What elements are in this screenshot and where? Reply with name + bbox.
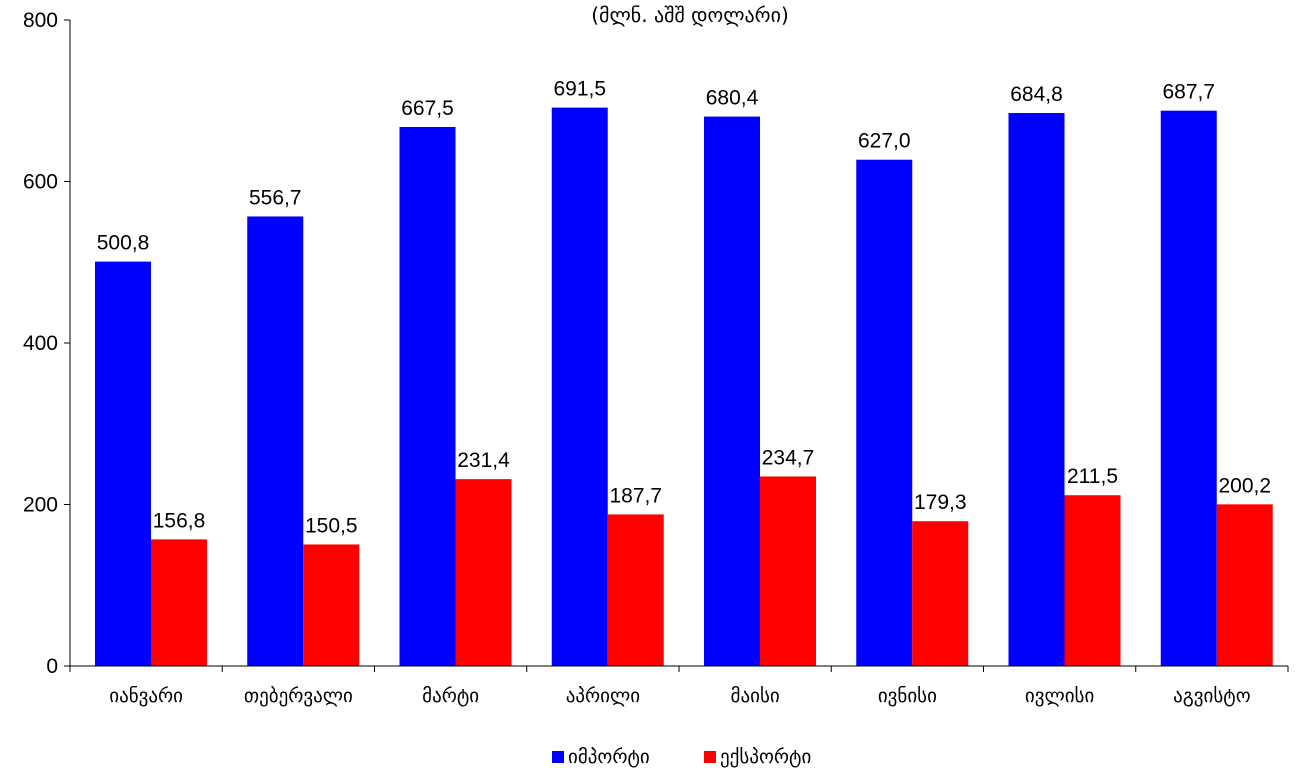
bar-export-7 (1216, 504, 1273, 666)
data-label-export-3: 187,7 (609, 484, 662, 507)
data-label-import-0: 500,8 (97, 232, 150, 255)
axes-group: 0 200 400 600 800 იანვარი თებერვალი მარტი აპრილი… (23, 9, 1289, 707)
bar-export-3 (607, 514, 664, 666)
bar-import-6 (1008, 113, 1065, 667)
data-label-import-3: 691,5 (553, 78, 606, 101)
bar-export-1 (303, 544, 360, 666)
bar-import-2 (399, 126, 456, 666)
data-label-import-4: 680,4 (706, 87, 759, 110)
bars-group: 500,8 556,7 667,5 691,5 680,4 627,0 684,8 687,7… (95, 78, 1273, 667)
data-label-export-1: 150,5 (305, 514, 358, 537)
bar-import-7 (1160, 110, 1217, 666)
data-label-export-0: 156,8 (153, 509, 206, 532)
category-label-4: მაისი (731, 685, 780, 707)
data-label-import-6: 684,8 (1010, 83, 1063, 106)
category-label-6: ივლისი (1025, 685, 1094, 707)
data-label-export-6: 211,5 (1067, 465, 1118, 488)
y-tick-label-3: 600 (23, 171, 58, 194)
data-label-export-2: 231,4 (457, 449, 510, 472)
category-label-0: იანვარი (109, 685, 183, 707)
bar-import-1 (247, 216, 304, 666)
category-label-7: აგვისტო (1173, 685, 1251, 707)
bar-import-0 (95, 261, 151, 666)
bar-import-5 (856, 159, 913, 666)
y-tick-label-0: 0 (46, 655, 58, 678)
legend-label-import: იმპორტი (568, 746, 650, 768)
chart-subtitle: (მლნ. აშშ დოლარი) (591, 3, 789, 27)
bar-import-3 (551, 107, 608, 666)
bar-export-4 (760, 476, 816, 666)
category-label-5: ივნისი (878, 685, 937, 707)
legend: იმპორტი ექსპორტი (552, 746, 811, 768)
data-label-import-7: 687,7 (1162, 81, 1215, 104)
legend-swatch-export (704, 751, 716, 763)
category-label-3: აპრილი (566, 685, 640, 707)
legend-swatch-import (552, 751, 564, 763)
bar-export-6 (1064, 495, 1121, 666)
category-label-2: მარტი (422, 685, 479, 707)
bar-export-5 (912, 521, 969, 666)
bar-export-0 (151, 539, 207, 666)
y-tick-label-4: 800 (23, 9, 58, 32)
data-label-export-4: 234,7 (762, 446, 815, 469)
data-label-export-5: 179,3 (914, 491, 967, 514)
bar-export-2 (455, 479, 512, 666)
bar-import-4 (704, 116, 760, 666)
category-label-1: თებერვალი (244, 685, 353, 707)
data-label-export-7: 200,2 (1218, 474, 1271, 497)
data-label-import-2: 667,5 (401, 97, 454, 120)
y-tick-label-1: 200 (23, 494, 58, 517)
y-tick-label-2: 400 (23, 332, 58, 355)
data-label-import-1: 556,7 (249, 186, 302, 209)
legend-label-export: ექსპორტი (720, 746, 811, 768)
data-label-import-5: 627,0 (858, 130, 911, 153)
